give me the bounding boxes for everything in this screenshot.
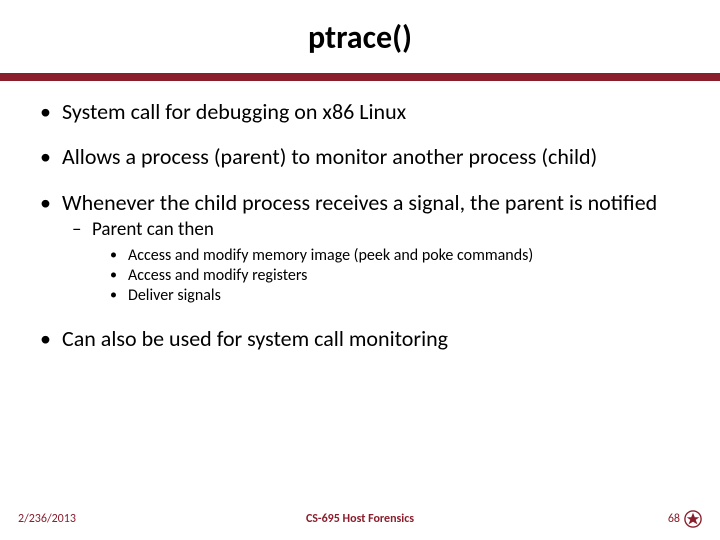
bullet-item: Allows a process (parent) to monitor ano… <box>40 144 680 169</box>
title-underline <box>0 73 720 81</box>
footer-right: 68 <box>668 510 702 528</box>
footer-course: CS-695 Host Forensics <box>306 512 414 526</box>
university-logo-icon <box>684 510 702 528</box>
footer-date: 2/236/2013 <box>18 512 76 526</box>
slide-content: System call for debugging on x86 Linux A… <box>0 81 720 351</box>
sub-bullet-text: Parent can then <box>92 218 214 241</box>
bullet-item: System call for debugging on x86 Linux <box>40 99 680 124</box>
footer-page-number: 68 <box>668 512 680 526</box>
slide-title: ptrace() <box>0 0 720 67</box>
bullet-item: Whenever the child process receives a si… <box>40 190 680 306</box>
sub-sub-bullet-item: Access and modify memory image (peek and… <box>110 246 680 266</box>
bullet-item: Can also be used for system call monitor… <box>40 326 680 351</box>
footer: 2/236/2013 CS-695 Host Forensics 68 <box>0 510 720 528</box>
sub-bullet-item: Parent can then Access and modify memory… <box>72 219 680 306</box>
sub-sub-bullet-item: Access and modify registers <box>110 266 680 286</box>
bullet-text: Whenever the child process receives a si… <box>62 189 657 216</box>
slide: ptrace() System call for debugging on x8… <box>0 0 720 540</box>
sub-sub-bullet-item: Deliver signals <box>110 286 680 306</box>
